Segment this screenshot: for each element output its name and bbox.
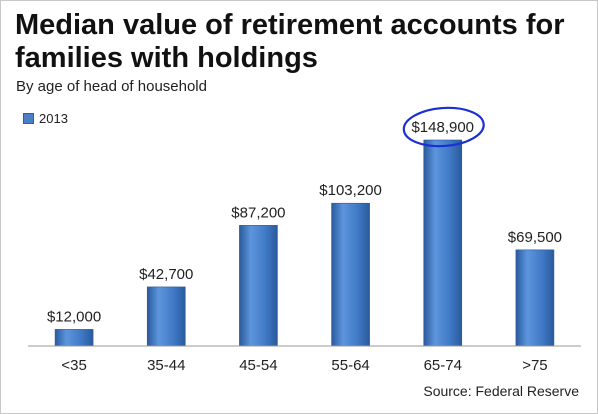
x-tick-label->75: >75 <box>522 357 547 374</box>
highlight-circle <box>402 106 485 148</box>
legend-swatch <box>23 113 34 124</box>
bar-55-64 <box>331 202 370 347</box>
bar-<35 <box>54 329 94 347</box>
bar->75 <box>515 249 555 347</box>
bar-65-74 <box>423 139 463 347</box>
legend: 2013 <box>23 111 68 126</box>
labels-layer: $12,000 $42,700 $87,200 $103,200 $148,900 $69… <box>47 119 562 325</box>
ticks-layer: <35 35-44 45-54 55-64 65-74 >75 <box>61 357 547 374</box>
x-tick-label-35-44: 35-44 <box>147 357 185 374</box>
data-label-35-44: $42,700 <box>139 266 193 283</box>
data-label-65-74: $148,900 <box>411 119 474 136</box>
data-label->75: $69,500 <box>508 229 562 246</box>
chart-title: Median value of retirement accounts for … <box>15 9 565 74</box>
legend-label: 2013 <box>39 111 68 126</box>
data-label-45-54: $87,200 <box>231 204 285 221</box>
data-label-55-64: $103,200 <box>319 182 382 199</box>
annotation-layer <box>402 106 485 148</box>
x-tick-label-65-74: 65-74 <box>424 357 462 374</box>
x-tick-label-55-64: 55-64 <box>331 357 369 374</box>
chart-subtitle: By age of head of household <box>16 78 207 95</box>
bars-layer <box>54 139 555 347</box>
x-tick-label-45-54: 45-54 <box>239 357 277 374</box>
bar-45-54 <box>239 225 278 347</box>
bar-35-44 <box>146 286 186 347</box>
data-label-<35: $12,000 <box>47 308 101 325</box>
source-note: Source: Federal Reserve <box>423 383 579 399</box>
x-tick-label-<35: <35 <box>61 357 86 374</box>
